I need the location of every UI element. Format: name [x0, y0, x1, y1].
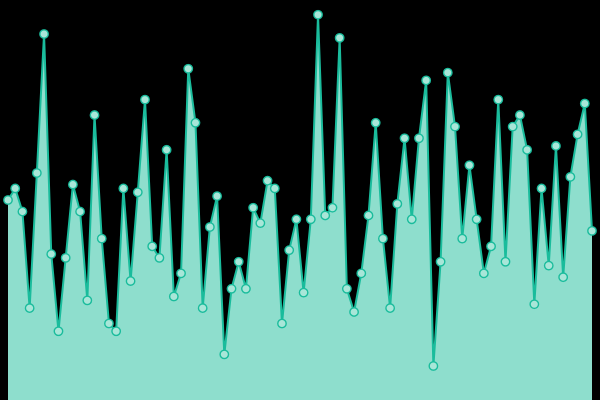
data-point — [536, 183, 547, 194]
data-point — [579, 98, 590, 109]
data-point — [154, 252, 165, 263]
data-point — [190, 117, 201, 128]
data-point — [363, 210, 374, 221]
data-point — [565, 171, 576, 182]
data-point — [248, 202, 259, 213]
data-point — [3, 195, 13, 205]
data-point — [132, 187, 143, 198]
series-line — [7, 13, 593, 367]
data-point — [551, 141, 561, 151]
data-point — [543, 260, 554, 271]
data-point — [255, 218, 266, 229]
data-point — [262, 175, 273, 186]
data-point — [399, 133, 410, 144]
data-point — [212, 191, 222, 202]
data-point — [197, 303, 208, 313]
data-point — [414, 133, 424, 144]
data-point — [46, 249, 57, 259]
data-point — [67, 179, 78, 190]
data-point — [75, 206, 86, 217]
data-point — [370, 117, 381, 128]
data-point — [385, 303, 396, 313]
data-point — [233, 256, 244, 267]
data-point — [515, 110, 525, 120]
data-point — [341, 283, 352, 294]
data-point — [428, 361, 439, 371]
data-point — [406, 214, 417, 225]
data-point — [89, 110, 100, 120]
data-point — [53, 326, 64, 337]
data-point — [529, 299, 540, 310]
data-point-markers — [3, 9, 597, 371]
data-point — [96, 233, 107, 244]
data-point — [471, 214, 482, 225]
data-point — [507, 121, 518, 132]
data-point — [334, 32, 345, 43]
data-point — [125, 276, 136, 286]
data-point — [349, 307, 359, 317]
data-point — [464, 160, 475, 171]
data-point — [24, 303, 35, 313]
data-point — [522, 144, 533, 155]
data-point — [284, 245, 295, 256]
data-point — [558, 272, 569, 283]
data-point — [478, 268, 489, 279]
data-point — [392, 198, 403, 209]
data-point — [457, 233, 468, 244]
data-point — [378, 233, 388, 244]
data-point — [327, 202, 338, 213]
data-point — [298, 287, 309, 298]
data-point — [500, 256, 511, 267]
data-point — [39, 29, 49, 39]
data-point — [147, 241, 158, 252]
data-point — [320, 210, 331, 221]
data-point — [183, 63, 194, 74]
data-point — [31, 168, 42, 178]
data-point — [140, 94, 150, 105]
area-fill — [8, 14, 592, 400]
data-point — [60, 252, 71, 263]
data-point — [176, 268, 186, 279]
data-point — [313, 9, 323, 20]
data-point — [17, 206, 28, 217]
data-point — [168, 291, 179, 302]
data-point — [435, 256, 446, 267]
data-point — [291, 214, 302, 225]
data-point — [356, 268, 367, 279]
data-point — [104, 318, 114, 329]
data-point — [572, 129, 583, 140]
data-point — [219, 349, 230, 360]
data-point — [161, 144, 172, 155]
data-point — [10, 183, 21, 194]
data-point — [587, 225, 597, 236]
data-point — [442, 67, 453, 78]
data-point — [269, 183, 280, 194]
data-point — [493, 94, 504, 105]
data-point — [82, 295, 93, 306]
data-point — [241, 283, 251, 294]
data-point — [277, 318, 287, 329]
data-point — [486, 241, 496, 252]
data-point — [450, 121, 460, 132]
data-point — [305, 214, 316, 225]
data-point — [118, 183, 129, 194]
data-point — [226, 283, 237, 294]
data-point — [421, 75, 432, 86]
data-point — [204, 222, 215, 232]
data-point — [111, 326, 122, 337]
